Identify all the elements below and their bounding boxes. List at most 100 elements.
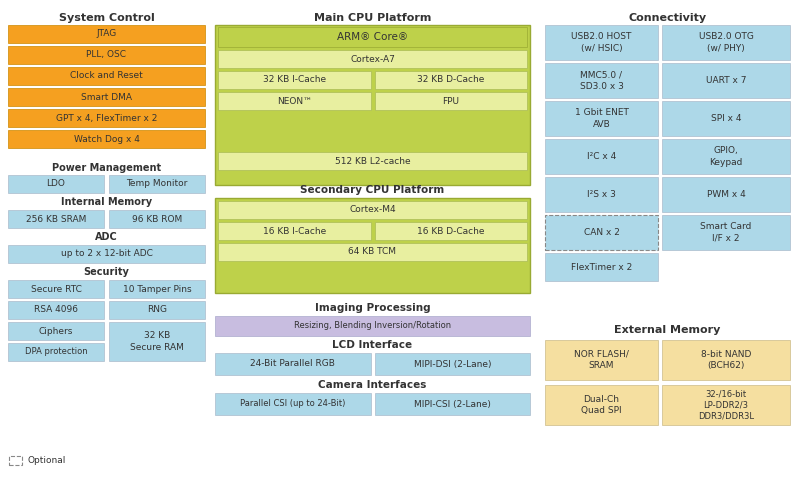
FancyBboxPatch shape xyxy=(9,456,22,465)
FancyBboxPatch shape xyxy=(8,46,205,64)
Text: RSA 4096: RSA 4096 xyxy=(34,305,78,314)
Text: Secure RTC: Secure RTC xyxy=(30,285,82,293)
Text: Optional: Optional xyxy=(28,456,66,465)
FancyBboxPatch shape xyxy=(8,67,205,85)
Text: Connectivity: Connectivity xyxy=(629,13,706,23)
FancyBboxPatch shape xyxy=(218,201,527,219)
FancyBboxPatch shape xyxy=(218,222,370,240)
FancyBboxPatch shape xyxy=(218,152,527,170)
FancyBboxPatch shape xyxy=(545,139,658,174)
Text: RNG: RNG xyxy=(147,305,167,314)
FancyBboxPatch shape xyxy=(218,243,527,261)
FancyBboxPatch shape xyxy=(662,101,790,136)
FancyBboxPatch shape xyxy=(374,92,527,110)
Text: FlexTimer x 2: FlexTimer x 2 xyxy=(571,263,632,272)
FancyBboxPatch shape xyxy=(8,322,104,340)
Text: USB2.0 HOST
(w/ HSIC): USB2.0 HOST (w/ HSIC) xyxy=(571,33,632,52)
Text: UART x 7: UART x 7 xyxy=(706,76,746,85)
FancyBboxPatch shape xyxy=(218,92,370,110)
Text: I²S x 3: I²S x 3 xyxy=(587,190,616,199)
FancyBboxPatch shape xyxy=(215,316,530,336)
FancyBboxPatch shape xyxy=(545,215,658,250)
Text: 32 KB I-Cache: 32 KB I-Cache xyxy=(262,75,326,84)
FancyBboxPatch shape xyxy=(545,101,658,136)
FancyBboxPatch shape xyxy=(662,340,790,380)
Text: Security: Security xyxy=(83,267,130,277)
Text: DPA protection: DPA protection xyxy=(25,348,87,357)
FancyBboxPatch shape xyxy=(374,393,530,415)
Text: Power Management: Power Management xyxy=(52,163,161,173)
Text: Cortex-A7: Cortex-A7 xyxy=(350,55,395,63)
Text: Watch Dog x 4: Watch Dog x 4 xyxy=(74,134,139,144)
FancyBboxPatch shape xyxy=(374,222,527,240)
Text: MMC5.0 /
SD3.0 x 3: MMC5.0 / SD3.0 x 3 xyxy=(579,71,623,91)
Text: 32 KB
Secure RAM: 32 KB Secure RAM xyxy=(130,332,184,351)
Text: 24-Bit Parallel RGB: 24-Bit Parallel RGB xyxy=(250,360,335,369)
Text: NOR FLASH/
SRAM: NOR FLASH/ SRAM xyxy=(574,350,629,370)
FancyBboxPatch shape xyxy=(8,130,205,148)
Text: Secondary CPU Platform: Secondary CPU Platform xyxy=(300,185,445,195)
Text: LCD Interface: LCD Interface xyxy=(333,340,413,350)
Text: Cortex-M4: Cortex-M4 xyxy=(349,205,396,215)
Text: Clock and Reset: Clock and Reset xyxy=(70,72,143,81)
Text: Main CPU Platform: Main CPU Platform xyxy=(314,13,431,23)
Text: Internal Memory: Internal Memory xyxy=(61,197,152,207)
FancyBboxPatch shape xyxy=(218,27,527,47)
FancyBboxPatch shape xyxy=(109,301,205,319)
Text: MIPI-DSI (2-Lane): MIPI-DSI (2-Lane) xyxy=(414,360,491,369)
Text: System Control: System Control xyxy=(58,13,154,23)
FancyBboxPatch shape xyxy=(109,210,205,228)
Text: USB2.0 OTG
(w/ PHY): USB2.0 OTG (w/ PHY) xyxy=(698,33,754,52)
Text: Smart Card
I/F x 2: Smart Card I/F x 2 xyxy=(700,222,752,242)
Text: ARM® Core®: ARM® Core® xyxy=(337,32,408,42)
FancyBboxPatch shape xyxy=(8,175,104,193)
FancyBboxPatch shape xyxy=(545,177,658,212)
Text: SPI x 4: SPI x 4 xyxy=(710,114,742,123)
Text: 64 KB TCM: 64 KB TCM xyxy=(349,248,397,256)
Text: Smart DMA: Smart DMA xyxy=(81,93,132,101)
FancyBboxPatch shape xyxy=(215,25,530,185)
FancyBboxPatch shape xyxy=(374,353,530,375)
FancyBboxPatch shape xyxy=(8,210,104,228)
Text: JTAG: JTAG xyxy=(96,29,117,38)
FancyBboxPatch shape xyxy=(8,280,104,298)
Text: PWM x 4: PWM x 4 xyxy=(706,190,746,199)
FancyBboxPatch shape xyxy=(8,88,205,106)
Text: PLL, OSC: PLL, OSC xyxy=(86,50,126,60)
Text: ADC: ADC xyxy=(95,232,118,242)
FancyBboxPatch shape xyxy=(662,63,790,98)
Text: Camera Interfaces: Camera Interfaces xyxy=(318,380,426,390)
Text: MIPI-CSI (2-Lane): MIPI-CSI (2-Lane) xyxy=(414,399,490,408)
FancyBboxPatch shape xyxy=(662,385,790,425)
Text: 32 KB D-Cache: 32 KB D-Cache xyxy=(417,75,485,84)
FancyBboxPatch shape xyxy=(662,215,790,250)
Text: External Memory: External Memory xyxy=(614,325,721,335)
FancyBboxPatch shape xyxy=(8,25,205,43)
FancyBboxPatch shape xyxy=(8,245,205,263)
Text: 32-/16-bit
LP-DDR2/3
DDR3/DDR3L: 32-/16-bit LP-DDR2/3 DDR3/DDR3L xyxy=(698,389,754,420)
Text: NEON™: NEON™ xyxy=(277,96,312,106)
FancyBboxPatch shape xyxy=(109,280,205,298)
FancyBboxPatch shape xyxy=(662,177,790,212)
FancyBboxPatch shape xyxy=(215,393,370,415)
FancyBboxPatch shape xyxy=(218,71,370,89)
FancyBboxPatch shape xyxy=(215,353,370,375)
Text: up to 2 x 12-bit ADC: up to 2 x 12-bit ADC xyxy=(61,250,153,259)
Text: Temp Monitor: Temp Monitor xyxy=(126,180,188,189)
FancyBboxPatch shape xyxy=(215,198,530,293)
Text: I²C x 4: I²C x 4 xyxy=(587,152,616,161)
Text: Resizing, Blending Inversion/Rotation: Resizing, Blending Inversion/Rotation xyxy=(294,322,451,331)
FancyBboxPatch shape xyxy=(662,25,790,60)
Text: Parallel CSI (up to 24-Bit): Parallel CSI (up to 24-Bit) xyxy=(240,399,346,408)
FancyBboxPatch shape xyxy=(374,71,527,89)
Text: 8-bit NAND
(BCH62): 8-bit NAND (BCH62) xyxy=(701,350,751,370)
FancyBboxPatch shape xyxy=(545,385,658,425)
FancyBboxPatch shape xyxy=(545,253,658,281)
FancyBboxPatch shape xyxy=(545,63,658,98)
Text: Ciphers: Ciphers xyxy=(39,326,73,336)
FancyBboxPatch shape xyxy=(545,340,658,380)
FancyBboxPatch shape xyxy=(8,343,104,361)
Text: 256 KB SRAM: 256 KB SRAM xyxy=(26,215,86,224)
Text: Imaging Processing: Imaging Processing xyxy=(314,303,430,313)
Text: GPT x 4, FlexTimer x 2: GPT x 4, FlexTimer x 2 xyxy=(56,113,157,122)
